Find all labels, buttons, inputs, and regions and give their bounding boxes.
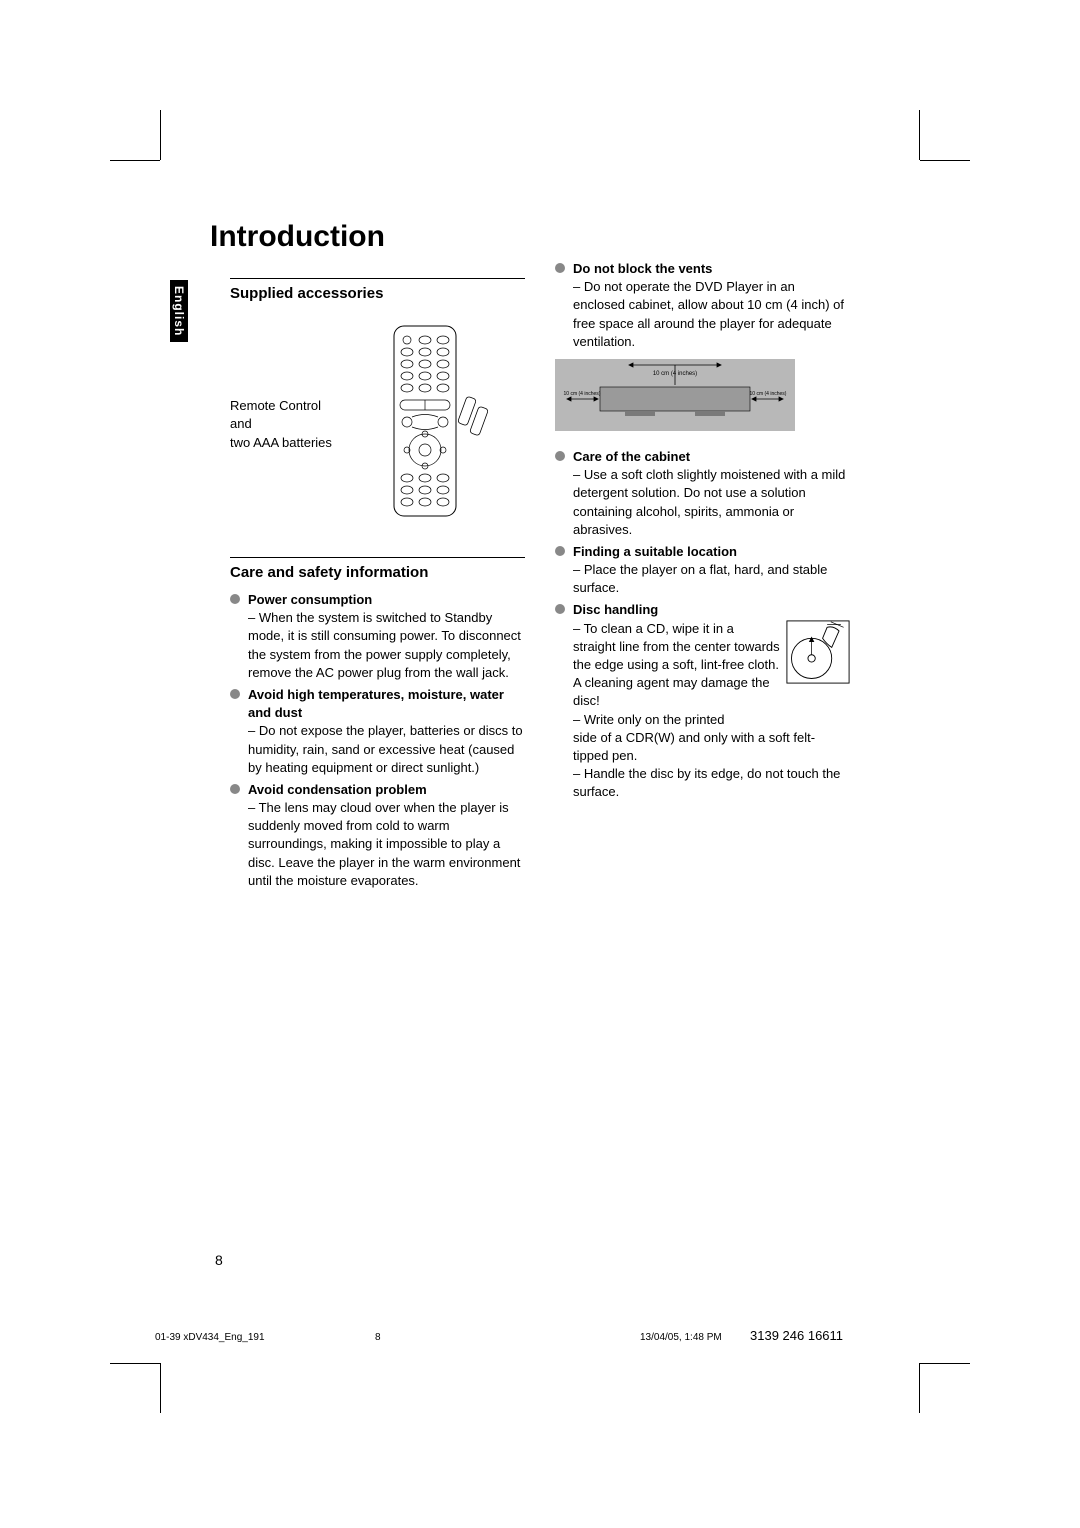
bullet-head: Finding a suitable location — [573, 543, 850, 561]
bullet-vents: Do not block the vents – Do not operate … — [555, 260, 850, 351]
left-column: Supplied accessories Remote Control and … — [230, 260, 525, 894]
bullet-text: – The lens may cloud over when the playe… — [248, 799, 525, 890]
bullet-icon — [555, 546, 565, 556]
page-title: Introduction — [210, 220, 385, 254]
bullet-icon — [555, 263, 565, 273]
bullet-text: – Use a soft cloth slightly moistened wi… — [573, 466, 850, 539]
section-supplied-title: Supplied accessories — [230, 278, 525, 302]
accessory-line-2: two AAA batteries — [230, 435, 332, 450]
bullet-cabinet: Care of the cabinet – Use a soft cloth s… — [555, 448, 850, 539]
bullet-icon — [555, 604, 565, 614]
disc-text-1: – To clean a CD, wipe it in a straight l… — [573, 620, 780, 711]
bullet-power: Power consumption – When the system is s… — [230, 591, 525, 682]
bullet-head: Power consumption — [248, 591, 525, 609]
bullet-head: Care of the cabinet — [573, 448, 850, 466]
bullet-text: – Do not operate the DVD Player in an en… — [573, 278, 850, 351]
bullet-location: Finding a suitable location – Place the … — [555, 543, 850, 598]
bullet-icon — [230, 689, 240, 699]
bullet-text: – Place the player on a flat, hard, and … — [573, 561, 850, 597]
accessory-row: Remote Control and two AAA batteries — [230, 322, 525, 527]
vent-diagram: 10 cm (4 inches) 10 cm (4 inches) 10 cm … — [555, 359, 850, 436]
bullet-condensation: Avoid condensation problem – The lens ma… — [230, 781, 525, 890]
disc-text-2-rest: side of a CDR(W) and only with a soft fe… — [573, 729, 850, 765]
bullet-disc: Disc handling – To clean a CD, wipe it i… — [555, 601, 850, 801]
bullet-icon — [230, 784, 240, 794]
bullet-temp: Avoid high temperatures, moisture, water… — [230, 686, 525, 777]
accessory-line-1: and — [230, 416, 252, 431]
footer-filename: 01-39 xDV434_Eng_191 — [155, 1332, 265, 1343]
footer-page: 8 — [375, 1332, 381, 1343]
footer-date: 13/04/05, 1:48 PM — [640, 1332, 722, 1343]
disc-text-3: – Handle the disc by its edge, do not to… — [573, 765, 850, 801]
bullet-icon — [555, 451, 565, 461]
right-column: Do not block the vents – Do not operate … — [555, 260, 850, 894]
accessory-line-0: Remote Control — [230, 398, 321, 413]
disc-text-2-start: – Write only on the printed — [573, 711, 780, 729]
disc-icon — [786, 620, 850, 729]
bullet-head: Disc handling — [573, 601, 850, 619]
content-area: Supplied accessories Remote Control and … — [230, 260, 850, 894]
vent-label-top: 10 cm (4 inches) — [653, 371, 697, 377]
section-care-title: Care and safety information — [230, 557, 525, 581]
bullet-head: Do not block the vents — [573, 260, 850, 278]
bullet-text: – When the system is switched to Standby… — [248, 609, 525, 682]
vent-label-left: 10 cm (4 inches) — [564, 391, 601, 397]
bullet-text: – Do not expose the player, batteries or… — [248, 722, 525, 777]
bullet-head: Avoid condensation problem — [248, 781, 525, 799]
vent-label-right: 10 cm (4 inches) — [750, 391, 787, 397]
accessory-text: Remote Control and two AAA batteries — [230, 397, 370, 452]
language-tab: English — [170, 280, 188, 342]
bullet-icon — [230, 594, 240, 604]
remote-icon — [382, 322, 492, 527]
footer-code: 3139 246 16611 — [750, 1328, 843, 1343]
page-number: 8 — [215, 1252, 223, 1268]
bullet-head: Avoid high temperatures, moisture, water… — [248, 686, 525, 722]
